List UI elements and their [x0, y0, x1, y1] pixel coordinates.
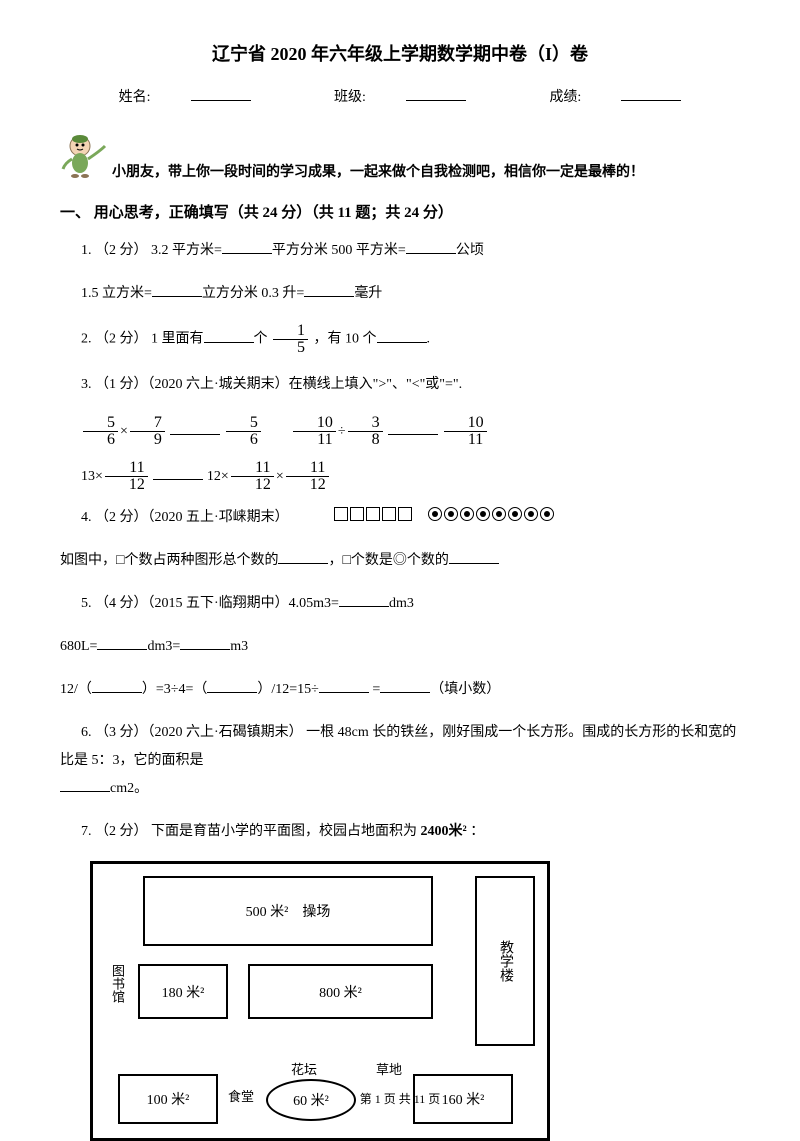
question-3-math: 56×79 56 1011÷38 1011	[60, 414, 740, 449]
name-label: 姓名:	[99, 90, 271, 105]
score-label: 成绩:	[529, 90, 701, 105]
question-4: 4. （2 分）（2020 五上·邛崃期末）	[60, 504, 740, 532]
question-4-line2: 如图中，□个数占两种图形总个数的，□个数是◎个数的	[60, 547, 740, 575]
exam-title: 辽宁省 2020 年六年级上学期数学期中卷（I）卷	[60, 40, 740, 66]
class-label: 班级:	[314, 90, 486, 105]
shapes-icons	[312, 504, 555, 532]
question-2: 2. （2 分） 1 里面有个 15 ，有 10 个.	[60, 323, 740, 356]
question-3: 3. （1 分）（2020 六上·城关期末）在横线上填入">"、"<"或"=".	[60, 371, 740, 399]
question-3-math-2: 13×1112 12×1112×1112	[60, 459, 740, 494]
question-6: 6. （3 分）（2020 六上·石碣镇期末） 一根 48cm 长的铁丝，刚好围…	[60, 719, 740, 803]
section-1-header: 一、 用心思考，正确填写（共 24 分）（共 11 题；共 24 分）	[60, 201, 740, 222]
encourage-text: 小朋友，带上你一段时间的学习成果，一起来做个自我检测吧，相信你一定是最棒的！	[70, 161, 740, 181]
mascot-icon	[60, 131, 110, 181]
question-5c: 12/（）=3÷4=（）/12=15÷ =（填小数）	[60, 676, 740, 704]
question-7: 7. （2 分） 下面是育苗小学的平面图，校园占地面积为 2400米² ：	[60, 818, 740, 846]
student-info-row: 姓名: 班级: 成绩:	[60, 86, 740, 106]
question-1b: 1.5 立方米=立方分米 0.3 升=毫升	[60, 280, 740, 308]
question-5b: 680L=dm3=m3	[60, 633, 740, 661]
question-1: 1. （2 分） 3.2 平方米=平方分米 500 平方米=公顷	[60, 237, 740, 265]
question-5: 5. （4 分）（2015 五下·临翔期中）4.05m3=dm3	[60, 590, 740, 618]
page-footer: 第 1 页 共 11 页	[0, 1090, 800, 1107]
